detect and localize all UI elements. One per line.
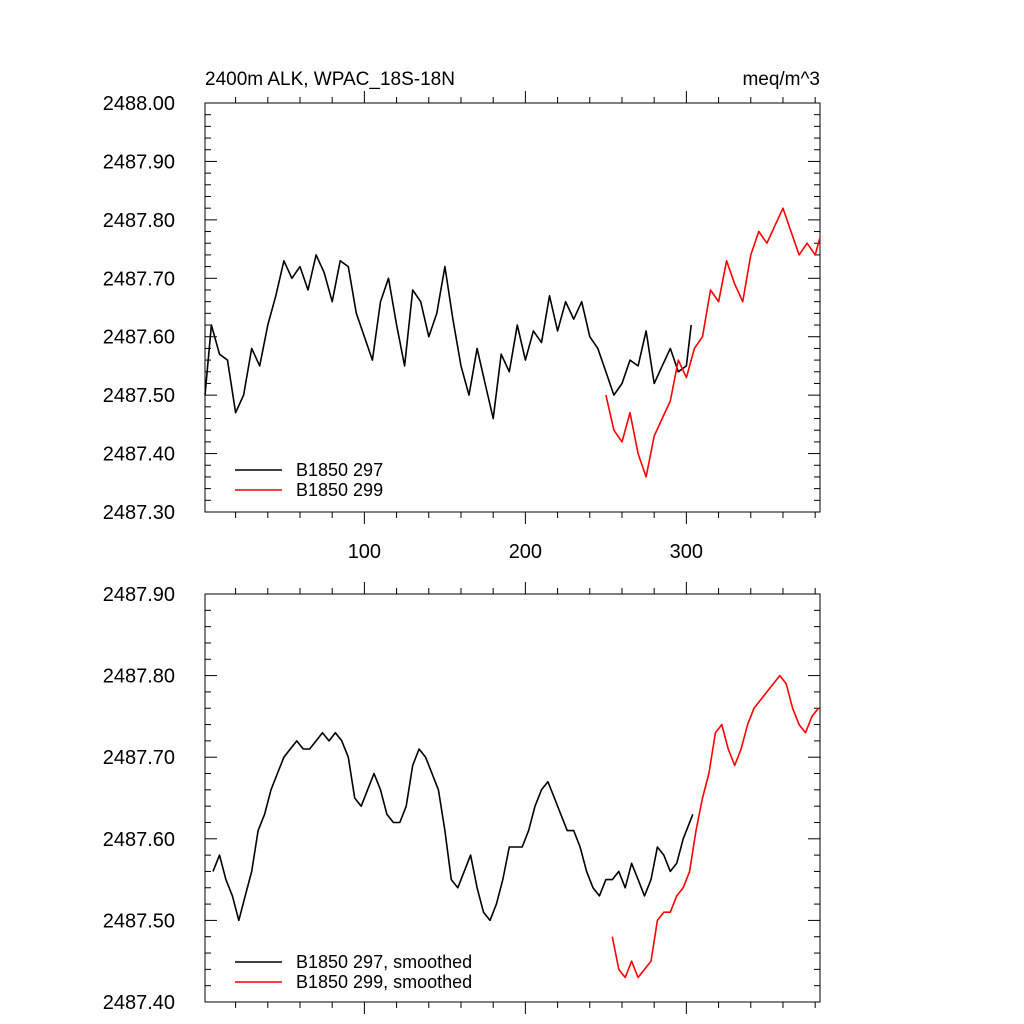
y-tick-label: 2487.30: [103, 502, 175, 524]
y-tick-label: 2487.70: [103, 747, 175, 769]
y-tick-label: 2487.70: [103, 268, 175, 290]
y-tick-label: 2487.80: [103, 666, 175, 688]
y-tick-label: 2487.60: [103, 829, 175, 851]
y-tick-label: 2487.90: [103, 151, 175, 173]
series-line-1: [204, 254, 692, 420]
y-tick-label: 2487.50: [103, 385, 175, 407]
x-tick-label: 200: [509, 541, 542, 563]
series-line-1: [212, 731, 694, 922]
plot-frame: [204, 102, 821, 513]
units-label: meq/m^3: [742, 69, 820, 90]
x-tick-label: 100: [348, 541, 381, 563]
y-tick-label: 2487.40: [103, 444, 175, 466]
plot-frame: [204, 593, 821, 1003]
series-line-2: [605, 207, 821, 478]
legend-label: B1850 299, smoothed: [296, 972, 472, 992]
y-tick-label: 2487.60: [103, 327, 175, 349]
chart-title: 2400m ALK, WPAC_18S-18N: [205, 69, 455, 90]
legend-label: B1850 297, smoothed: [296, 952, 472, 972]
bottom-panel: 2487.40 2487.50 2487.60 2487.70 2487.80 2487.…: [103, 582, 821, 1014]
y-tick-label: 2487.90: [103, 584, 175, 606]
y-tick-label: 2488.00: [103, 93, 175, 115]
top-panel: 2487.30 2487.40 2487.50 2487.60 2487.70 2487.…: [103, 69, 821, 563]
x-tick-label: 300: [670, 541, 703, 563]
series-line-2: [611, 674, 820, 979]
legend-label: B1850 299: [296, 480, 383, 500]
legend-label: B1850 297: [296, 460, 383, 480]
y-tick-label: 2487.40: [103, 992, 175, 1014]
y-tick-label: 2487.80: [103, 210, 175, 232]
y-tick-label: 2487.50: [103, 910, 175, 932]
